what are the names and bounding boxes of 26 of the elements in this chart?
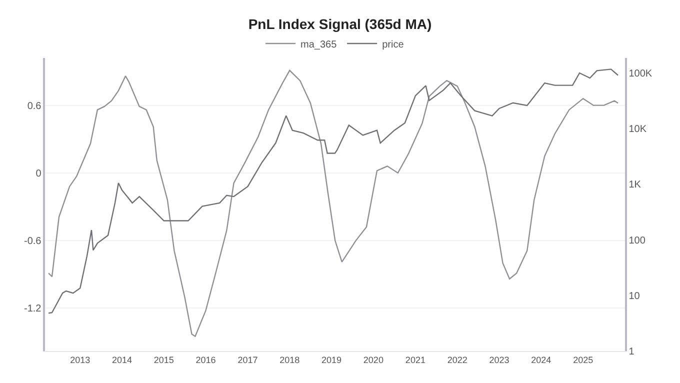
y2-tick-label: 1 xyxy=(628,346,635,358)
x-tick-label: 2019 xyxy=(322,354,342,365)
y2-tick-label: 10K xyxy=(628,124,647,136)
x-tick-label: 2013 xyxy=(70,354,90,365)
y-tick-label: 0 xyxy=(36,168,42,180)
x-tick-label: 2015 xyxy=(154,354,174,365)
x-tick-label: 2018 xyxy=(280,354,300,365)
x-tick-label: 2016 xyxy=(196,354,216,365)
y2-tick-label: 100 xyxy=(628,235,646,246)
legend-label: ma_365 xyxy=(300,39,338,50)
x-tick-label: 2014 xyxy=(112,354,132,365)
y2-tick-label: 1K xyxy=(628,180,642,191)
x-tick-label: 2025 xyxy=(573,354,594,365)
x-tick-label: 2017 xyxy=(238,354,258,365)
y2-tick-label: 10 xyxy=(628,290,640,302)
x-tick-label: 2021 xyxy=(405,354,426,365)
y2-tick-label: 100K xyxy=(628,68,652,80)
legend-label: price xyxy=(382,39,404,50)
chart-title: PnL Index Signal (365d MA) xyxy=(248,16,432,32)
x-tick-label: 2020 xyxy=(363,354,384,365)
x-tick-label: 2022 xyxy=(447,354,468,365)
x-tick-label: 2023 xyxy=(489,354,510,365)
y-tick-label: -1.2 xyxy=(24,304,42,315)
y-tick-label: -0.6 xyxy=(24,236,42,248)
x-tick-label: 2024 xyxy=(531,354,552,365)
y-tick-label: 0.6 xyxy=(27,100,42,112)
